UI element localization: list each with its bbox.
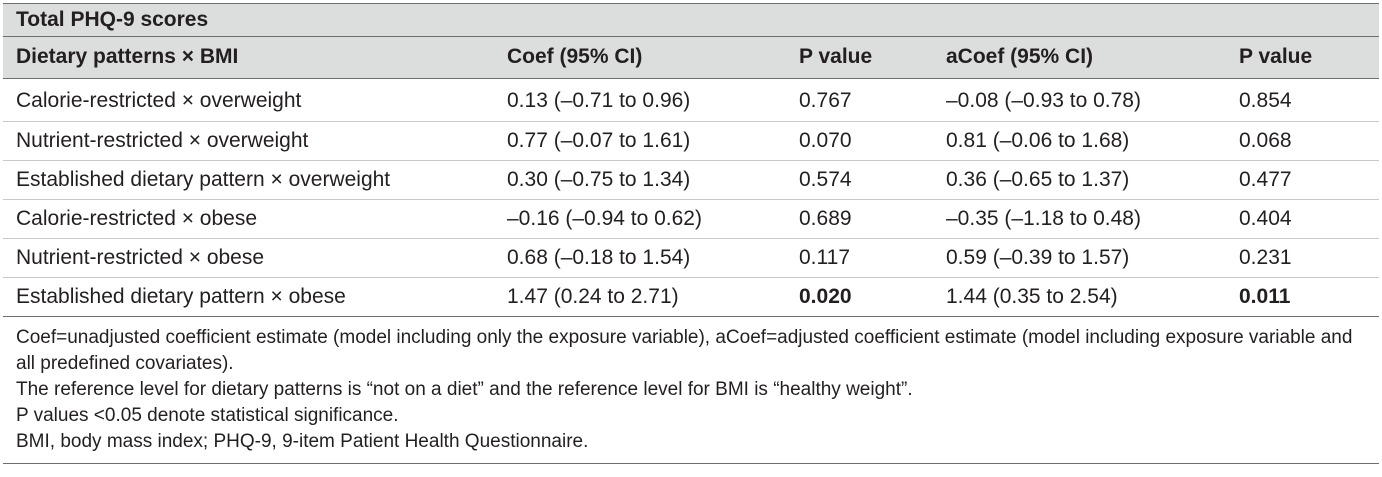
significant-p-value-cell: 0.020	[786, 277, 933, 317]
adjusted-p-value-cell: 0.854	[1226, 78, 1379, 122]
table-row: Nutrient-restricted × overweight 0.77 (–…	[3, 121, 1379, 161]
table-title: Total PHQ-9 scores	[3, 3, 1379, 37]
acoef-cell: 0.36 (–0.65 to 1.37)	[933, 160, 1226, 200]
p-value-cell: 0.070	[786, 121, 933, 161]
coef-cell: 0.77 (–0.07 to 1.61)	[494, 121, 786, 161]
row-label: Established dietary pattern × obese	[3, 277, 494, 317]
p-value-cell: 0.117	[786, 238, 933, 278]
p-value-cell: 0.574	[786, 160, 933, 200]
coef-cell: –0.16 (–0.94 to 0.62)	[494, 199, 786, 239]
header-dietary-patterns: Dietary patterns × BMI	[3, 37, 494, 79]
results-table: Dietary patterns × BMI Coef (95% CI) P v…	[3, 37, 1379, 317]
adjusted-p-value-cell: 0.477	[1226, 160, 1379, 200]
table-row: Calorie-restricted × obese –0.16 (–0.94 …	[3, 199, 1379, 239]
p-value-cell: 0.767	[786, 78, 933, 122]
table-row: Established dietary pattern × obese 1.47…	[3, 277, 1379, 317]
acoef-cell: 1.44 (0.35 to 2.54)	[933, 277, 1226, 317]
header-acoef: aCoef (95% CI)	[933, 37, 1226, 79]
table-row: Established dietary pattern × overweight…	[3, 160, 1379, 200]
acoef-cell: –0.35 (–1.18 to 0.48)	[933, 199, 1226, 239]
footnote-abbreviations: Coef=unadjusted coefficient estimate (mo…	[16, 326, 1353, 374]
table-footnotes: Coef=unadjusted coefficient estimate (mo…	[3, 317, 1379, 464]
coef-cell: 0.68 (–0.18 to 1.54)	[494, 238, 786, 278]
header-adjusted-p-value: P value	[1226, 37, 1379, 79]
significant-adjusted-p-value-cell: 0.011	[1226, 277, 1379, 317]
row-label: Calorie-restricted × obese	[3, 199, 494, 239]
coef-cell: 0.13 (–0.71 to 0.96)	[494, 78, 786, 122]
acoef-cell: 0.59 (–0.39 to 1.57)	[933, 238, 1226, 278]
coef-cell: 0.30 (–0.75 to 1.34)	[494, 160, 786, 200]
footnote-significance: P values <0.05 denote statistical signif…	[16, 404, 399, 426]
footnote-reference-levels: The reference level for dietary patterns…	[16, 378, 913, 400]
row-label: Established dietary pattern × overweight	[3, 160, 494, 200]
adjusted-p-value-cell: 0.068	[1226, 121, 1379, 161]
adjusted-p-value-cell: 0.404	[1226, 199, 1379, 239]
row-label: Nutrient-restricted × overweight	[3, 121, 494, 161]
acoef-cell: –0.08 (–0.93 to 0.78)	[933, 78, 1226, 122]
acoef-cell: 0.81 (–0.06 to 1.68)	[933, 121, 1226, 161]
row-label: Nutrient-restricted × obese	[3, 238, 494, 278]
adjusted-p-value-cell: 0.231	[1226, 238, 1379, 278]
footnote-definitions: BMI, body mass index; PHQ-9, 9-item Pati…	[16, 430, 589, 452]
table-header-row: Dietary patterns × BMI Coef (95% CI) P v…	[3, 37, 1379, 79]
header-coef: Coef (95% CI)	[494, 37, 786, 79]
results-table-container: Total PHQ-9 scores Dietary patterns × BM…	[3, 3, 1379, 464]
p-value-cell: 0.689	[786, 199, 933, 239]
table-row: Nutrient-restricted × obese 0.68 (–0.18 …	[3, 238, 1379, 278]
header-p-value: P value	[786, 37, 933, 79]
table-row: Calorie-restricted × overweight 0.13 (–0…	[3, 78, 1379, 122]
coef-cell: 1.47 (0.24 to 2.71)	[494, 277, 786, 317]
row-label: Calorie-restricted × overweight	[3, 78, 494, 122]
